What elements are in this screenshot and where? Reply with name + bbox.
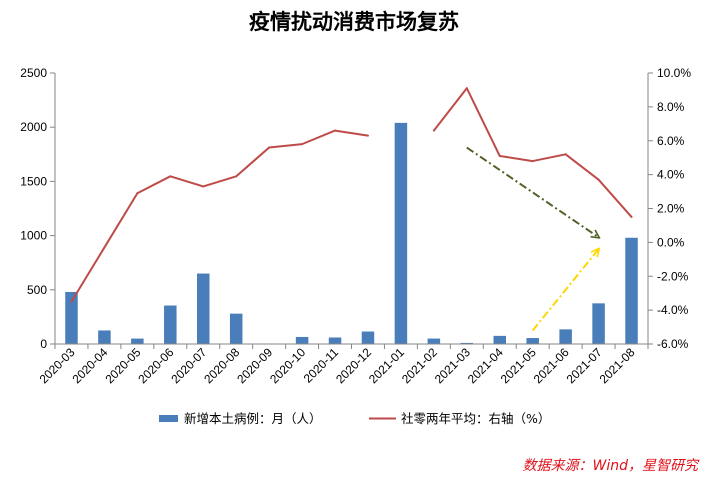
line-point	[630, 215, 633, 218]
x-axis-tick-label: 2020-12	[333, 345, 374, 386]
left-axis: 0 500 1000 1500 2000 2500	[20, 66, 56, 351]
trend-arrow	[531, 249, 599, 332]
line-series	[70, 87, 633, 303]
x-axis-tick-label: 2021-04	[465, 345, 506, 386]
line-point	[202, 185, 205, 188]
line-point	[366, 134, 369, 137]
bar	[460, 342, 474, 344]
right-axis-tick-label: 8.0%	[657, 100, 685, 114]
x-axis-tick-label: 2020-08	[201, 345, 242, 386]
legend: 新增本土病例：月（人） 社零两年平均：右轴（%）	[159, 411, 550, 426]
right-axis-tick-label: -2.0%	[657, 269, 689, 283]
trend-arrow	[466, 146, 599, 238]
x-axis-tick-label: 2020-10	[267, 345, 308, 386]
left-axis-tick-label: 0	[40, 337, 47, 351]
bar	[526, 338, 539, 344]
line-point	[597, 178, 600, 181]
bar	[361, 331, 375, 344]
bar	[394, 122, 408, 344]
right-axis: -6.0% -4.0% -2.0% 0.0% 2.0% 4.0% 6.0% 8.0% 10.0%	[647, 66, 691, 351]
line-point	[136, 192, 139, 195]
line-point	[103, 246, 106, 249]
bar	[592, 303, 605, 344]
chart-title: 疫情扰动消费市场复苏	[249, 10, 459, 34]
left-axis-tick-label: 1500	[20, 174, 47, 188]
bar	[625, 237, 638, 344]
x-axis-tick-label: 2020-09	[234, 345, 275, 386]
source-note: 数据来源：Wind，星智研究	[523, 458, 700, 474]
bar	[427, 338, 441, 344]
bar	[65, 291, 78, 344]
x-axis-tick-label: 2020-04	[69, 345, 110, 386]
bar	[164, 305, 177, 344]
line-point	[235, 175, 238, 178]
line-point	[70, 300, 73, 303]
bar	[295, 336, 309, 344]
left-axis-tick-label: 1000	[20, 229, 47, 243]
right-axis-tick-label: 10.0%	[657, 66, 691, 80]
line-point	[465, 87, 468, 90]
line-segment	[70, 129, 369, 303]
bar	[131, 338, 144, 344]
x-axis-tick-label: 2021-07	[564, 345, 605, 386]
line-point	[564, 153, 567, 156]
bar	[229, 313, 243, 344]
line-point	[169, 175, 172, 178]
x-axis-tick-label: 2020-05	[102, 345, 143, 386]
legend-swatch-bar	[159, 415, 178, 422]
x-axis-tick-label: 2020-06	[135, 345, 176, 386]
line-segment	[433, 87, 633, 218]
right-axis-tick-label: 6.0%	[657, 134, 685, 148]
x-axis-tick-label: 2021-03	[432, 345, 473, 386]
x-axis-tick-label: 2021-06	[531, 345, 572, 386]
bar	[328, 337, 342, 344]
bar	[493, 335, 506, 344]
line-point	[334, 129, 337, 132]
bar	[98, 330, 111, 344]
legend-label-line: 社零两年平均：右轴（%）	[401, 411, 550, 426]
right-axis-tick-label: -4.0%	[657, 303, 689, 317]
bar	[559, 329, 572, 344]
bar	[197, 273, 210, 344]
trend-arrows	[466, 146, 599, 332]
line-point	[498, 154, 501, 157]
left-axis-tick-label: 500	[27, 283, 47, 297]
right-axis-tick-label: 2.0%	[657, 202, 685, 216]
bar-series	[65, 122, 638, 344]
x-axis-tick-label: 2021-08	[597, 345, 638, 386]
legend-label-bar: 新增本土病例：月（人）	[184, 411, 322, 426]
line-point	[531, 160, 534, 163]
left-axis-tick-label: 2500	[20, 66, 47, 80]
line-point	[432, 129, 435, 132]
x-axis-tick-label: 2021-05	[498, 345, 539, 386]
line-point	[268, 146, 271, 149]
line-point	[301, 143, 304, 146]
right-axis-tick-label: 0.0%	[657, 235, 685, 249]
x-axis-tick-label: 2020-03	[37, 345, 78, 386]
x-axis-tick-label: 2020-07	[168, 345, 209, 386]
x-axis-tick-label: 2021-01	[366, 345, 407, 386]
x-axis: 2020-032020-042020-052020-062020-072020-…	[37, 343, 649, 386]
right-axis-tick-label: 4.0%	[657, 168, 685, 182]
right-axis-tick-label: -6.0%	[657, 337, 689, 351]
left-axis-tick-label: 2000	[20, 120, 47, 134]
x-axis-tick-label: 2021-02	[399, 345, 440, 386]
